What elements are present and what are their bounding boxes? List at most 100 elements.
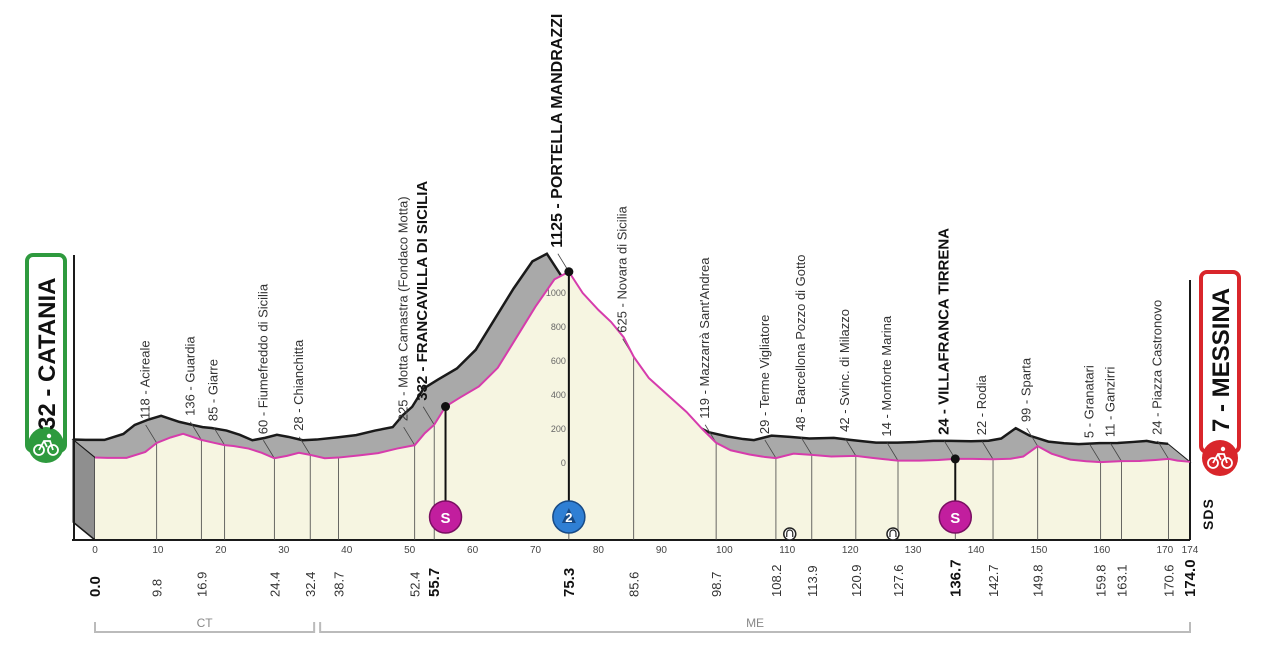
km-tick-label: 40 [341, 545, 353, 556]
waypoint-distance: 55.7 [426, 568, 443, 597]
waypoint-distance: 163.1 [1114, 564, 1129, 597]
km-tick-label: 130 [905, 545, 922, 556]
waypoint-distance: 98.7 [709, 572, 724, 597]
profile-front-face [72, 255, 1191, 541]
waypoint-leader [1110, 442, 1122, 462]
waypoint-label: 85 - Giarre [206, 359, 221, 421]
km-tick-label: 120 [842, 545, 859, 556]
km-tick-label: 150 [1031, 545, 1048, 556]
waypoint-label: 1125 - PORTELLA MANDRAZZI [549, 14, 566, 248]
route-line [94, 270, 1191, 464]
sprint-badge-label: S [950, 510, 960, 527]
waypoint-label: 29 - Terme Vigliatore [757, 315, 772, 434]
waypoint-distance: 9.8 [150, 579, 165, 597]
km-tick-label: 160 [1094, 545, 1111, 556]
km-tick-label: 70 [530, 545, 542, 556]
cyclist-icon [1207, 453, 1233, 469]
waypoint-label: 332 - FRANCAVILLA DI SICILIA [414, 181, 431, 401]
altitude-scale: 0 200 400 600 800 1000 [546, 288, 566, 468]
km-tick-label: 90 [656, 545, 668, 556]
route-polyline [94, 270, 1191, 464]
altitude-tick: 1000 [546, 288, 566, 298]
waypoint-label: 136 - Guardia [182, 336, 197, 416]
waypoint-distance: 170.6 [1162, 564, 1177, 597]
sprint-dot [950, 454, 960, 464]
sprint-badge-label: S [441, 510, 451, 527]
waypoint-distance: 159.8 [1094, 564, 1109, 597]
province-bar: CT ME [94, 616, 1191, 633]
altitude-tick: 200 [551, 424, 566, 434]
kom-dot [564, 267, 574, 277]
tunnel-icon-arch [786, 529, 794, 537]
province-code: CT [197, 616, 214, 630]
waypoint-distance: 142.7 [986, 564, 1001, 597]
waypoint-labels: 118 - Acireale 136 - Guardia 85 - Giarre 60… [138, 14, 1165, 438]
km-tick-label: 80 [593, 545, 605, 556]
cyclist-icon [33, 440, 59, 456]
waypoint-label: 60 - Fiumefreddo di Sicilia [255, 283, 270, 434]
waypoint-distance: 108.2 [769, 564, 784, 597]
waypoint-distance: 38.7 [332, 572, 347, 597]
waypoint-label: 48 - Barcellona Pozzo di Gotto [793, 255, 808, 431]
tunnel-icon-arch [889, 529, 897, 537]
finish-badge: 7 - MESSINA [1199, 270, 1241, 476]
profile-baseline-corner [72, 521, 96, 541]
altitude-tick: 800 [551, 322, 566, 332]
waypoint-leader [263, 440, 275, 459]
waypoint-label: 42 - Svinc. di Milazzo [837, 309, 852, 432]
waypoint-label: 22 - Rodia [974, 375, 989, 436]
km-tick-label: 20 [215, 545, 227, 556]
km-tick-label: 60 [467, 545, 479, 556]
profile-front-fill [95, 271, 1190, 540]
km-tick-label: 50 [404, 545, 416, 556]
waypoint-label: 24 - VILLAFRANCA TIRRENA [935, 228, 952, 435]
km-tick-label: 10 [152, 545, 164, 556]
waypoint-label: 11 - Ganzirri [1102, 366, 1117, 437]
province-code: ME [746, 616, 764, 630]
waypoint-distance: 32.4 [303, 572, 318, 597]
start-city-label: 32 - CATANIA [34, 278, 61, 430]
km-tick-label: 174 [1182, 545, 1199, 556]
waypoint-label: 5 - Granatari [1082, 365, 1097, 438]
waypoint-leader [800, 436, 813, 456]
waypoint-leader [1157, 440, 1169, 460]
waypoint-leader [981, 441, 994, 460]
province-bracket [94, 622, 316, 633]
waypoint-distance: 24.4 [267, 572, 282, 597]
km-tick-label: 170 [1156, 545, 1173, 556]
kom-badge-label: 2 [565, 510, 572, 525]
waypoint-leader [190, 421, 202, 441]
km-tick-label: 30 [278, 545, 290, 556]
waypoint-distance: 127.6 [891, 564, 906, 597]
waypoint-label: 99 - Sparta [1019, 357, 1034, 422]
altitude-tick: 400 [551, 390, 566, 400]
sponsor-mark: SDS [1200, 498, 1216, 530]
waypoint-label: 24 - Piazza Castronovo [1150, 300, 1165, 435]
altitude-tick: 600 [551, 356, 566, 366]
waypoint-label: 625 - Novara di Sicilia [615, 206, 630, 333]
waypoint-leader [886, 442, 899, 461]
waypoint-distance: 136.7 [947, 559, 964, 597]
waypoint-distance: 113.9 [805, 565, 820, 597]
waypoint-leader [145, 424, 158, 444]
waypoint-distance: 16.9 [194, 572, 209, 597]
start-badge: 32 - CATANIA [25, 253, 67, 463]
waypoint-leader [298, 436, 311, 456]
sprint-dot [441, 402, 451, 412]
waypoint-label: 28 - Chianchitta [291, 339, 306, 431]
waypoint-leader [1089, 443, 1101, 463]
kom-mountain-icon [561, 508, 576, 523]
route-markers: S S 2 [428, 267, 973, 541]
waypoint-label: 119 - Mazzarrà Sant'Andrea [697, 257, 712, 419]
sprint-badge [938, 500, 973, 534]
km-tick-label: 100 [716, 545, 733, 556]
km-tick-label: 0 [92, 545, 98, 556]
km-tick-label: 140 [968, 545, 985, 556]
waypoint-label: 14 - Monforte Marina [879, 315, 894, 436]
altitude-tick: 0 [561, 458, 566, 468]
finish-distance: 174.0 [1182, 559, 1199, 597]
waypoint-leader [1026, 427, 1039, 447]
waypoint-leader [213, 426, 225, 446]
waypoint-label: 118 - Acireale [138, 340, 153, 419]
